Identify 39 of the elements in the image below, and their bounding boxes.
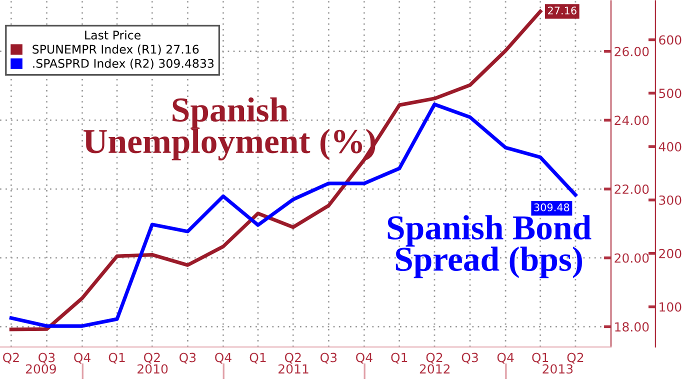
x-tick-label: Q3 (38, 352, 55, 364)
legend-label: SPUNEMPR Index (R1) 27.16 (32, 44, 199, 56)
x-tick-label: Q2 (144, 352, 160, 364)
legend-title: Last Price (85, 30, 140, 40)
x2-tick-label: 2012 (420, 364, 450, 374)
x-tick-label: Q2 (3, 352, 19, 364)
x-tick-label: Q1 (391, 352, 408, 364)
x-tick-label: Q3 (180, 352, 196, 364)
y2-tick-label: 300 (659, 195, 682, 205)
x-tick-label: Q1 (108, 352, 125, 364)
x-tick-label: Q2 (426, 352, 442, 364)
y2-tick-label: 100 (660, 302, 682, 312)
x-tick-label: Q2 (567, 352, 584, 364)
y-tick-label: 26.00 (614, 46, 649, 56)
legend-label: .SPASPRD Index (R2) 309.4833 (33, 58, 214, 70)
annotation: Spanish Bond Spread (bps) (388, 215, 592, 278)
y2-tick-label: 600 (659, 35, 682, 45)
x-tick-label: Q4 (356, 352, 372, 364)
x2-tick-label: 2011 (278, 364, 308, 374)
x-tick-label: Q1 (250, 352, 266, 364)
x-tick-label: Q4 (215, 352, 232, 364)
x-tick-label: Q3 (320, 352, 337, 364)
x2-tick-label: 2013 (542, 364, 573, 374)
x-tick-label: Q2 (284, 352, 301, 364)
x-tick-label: Q4 (74, 352, 90, 364)
x-tick-label: Q4 (497, 352, 514, 364)
y-tick-label: 18.00 (615, 322, 649, 332)
y-tick-label: 20.00 (614, 253, 649, 263)
data-label: 27.16 (548, 6, 576, 14)
y-tick-label: 24.00 (614, 116, 649, 126)
y2-tick-label: 500 (659, 88, 682, 98)
data-label: 309.48 (534, 203, 570, 212)
x-tick-label: Q3 (462, 352, 478, 364)
x-tick-label: Q1 (532, 352, 548, 364)
x2-tick-label: 2010 (138, 364, 168, 374)
x2-tick-label: 2009 (26, 364, 56, 374)
y2-tick-label: 200 (659, 248, 682, 258)
y-tick-label: 22.00 (614, 184, 649, 194)
y2-tick-label: 400 (658, 142, 682, 152)
